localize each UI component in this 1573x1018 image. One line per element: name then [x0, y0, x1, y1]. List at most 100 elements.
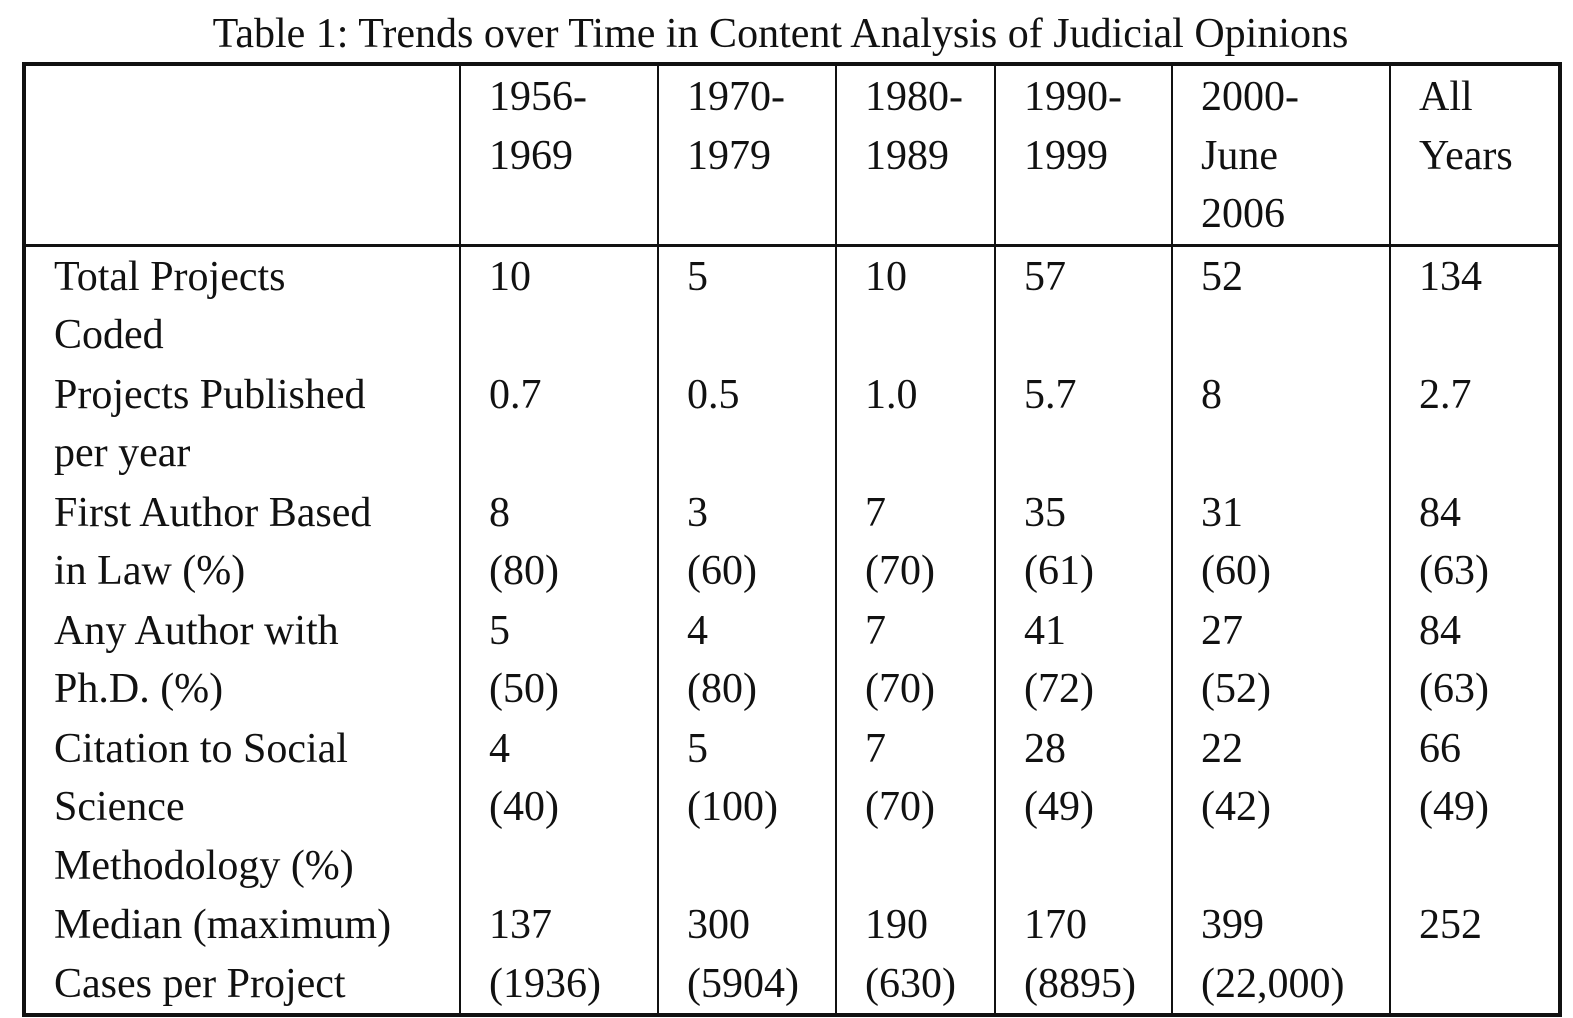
- table-cell: 31 (60): [1171, 482, 1391, 601]
- header-corner-cell: [22, 62, 461, 247]
- cell-line: 5: [687, 725, 708, 772]
- cell-line: (70): [865, 666, 935, 712]
- cell-line: (5904): [687, 960, 799, 1007]
- cell-line: 22: [1201, 725, 1243, 772]
- cell-line: in Law (%): [54, 548, 246, 594]
- table-cell: 27 (52): [1171, 600, 1391, 719]
- table-cell: 35 (61): [994, 482, 1173, 601]
- cell-line: (72): [1024, 666, 1094, 712]
- table-cell: 52: [1171, 245, 1391, 365]
- table-cell: 399 (22,000): [1171, 895, 1391, 1017]
- cell-line: 84: [1419, 489, 1461, 536]
- table-cell: 3 (60): [657, 482, 837, 601]
- table-cell: 8: [1171, 364, 1391, 483]
- cell-line: (61): [1024, 548, 1094, 594]
- table-cell: 190 (630): [835, 895, 996, 1017]
- cell-line: 1980-: [865, 74, 963, 120]
- table-cell: 1.0: [835, 364, 996, 483]
- cell-line: Median (maximum): [54, 902, 392, 948]
- table-cell: 0.5: [657, 364, 837, 483]
- cell-line: All: [1419, 74, 1473, 120]
- cell-line: (70): [865, 784, 935, 830]
- cell-line: (49): [1419, 784, 1489, 830]
- cell-line: (49): [1024, 784, 1094, 830]
- cell-line: Methodology (%): [54, 842, 354, 889]
- cell-line: 170: [1024, 902, 1087, 948]
- cell-line: (60): [687, 548, 757, 594]
- table-row: Projects Published per year 0.7 0.5 1.0 5…: [22, 364, 1562, 483]
- table-cell: 2.7: [1389, 364, 1562, 483]
- table-row: Citation to Social Science Methodology (%)…: [22, 718, 1562, 895]
- row-label: Total Projects Coded: [22, 245, 461, 365]
- cell-line: 8: [1201, 371, 1222, 418]
- cell-line: 1970-: [687, 74, 785, 120]
- cell-line: (63): [1419, 666, 1489, 712]
- column-header: 1990- 1999: [994, 62, 1173, 247]
- cell-line: June: [1201, 132, 1278, 179]
- cell-line: 5.7: [1024, 371, 1077, 418]
- column-header: 1970- 1979: [657, 62, 837, 247]
- cell-line: 2000-: [1201, 74, 1299, 120]
- table-cell: 22 (42): [1171, 718, 1391, 895]
- cell-line: (42): [1201, 784, 1271, 830]
- table-cell: 41 (72): [994, 600, 1173, 719]
- table-cell: 7 (70): [835, 600, 996, 719]
- cell-line: 3: [687, 489, 708, 536]
- cell-line: 52: [1201, 253, 1243, 300]
- table-row: Any Author with Ph.D. (%) 5 (50) 4 (80) 7 (7…: [22, 600, 1562, 719]
- cell-line: 35: [1024, 489, 1066, 536]
- cell-line: (630): [865, 960, 956, 1007]
- table-cell: 28 (49): [994, 718, 1173, 895]
- trends-table: 1956- 1969 1970- 1979 1980- 1989 1990- 1999 …: [22, 62, 1562, 1017]
- cell-line: 0.7: [489, 371, 542, 418]
- column-header: 2000- June 2006: [1171, 62, 1391, 247]
- cell-line: Total Projects: [54, 253, 286, 300]
- cell-line: 1969: [489, 132, 573, 179]
- table-cell: 7 (70): [835, 718, 996, 895]
- table-cell: 5: [657, 245, 837, 365]
- column-header: 1980- 1989: [835, 62, 996, 247]
- table-cell: 10: [459, 245, 659, 365]
- cell-line: (70): [865, 548, 935, 594]
- column-header: 1956- 1969: [459, 62, 659, 247]
- cell-line: per year: [54, 430, 191, 476]
- cell-line: Citation to Social: [54, 725, 348, 772]
- cell-line: 0.5: [687, 371, 740, 418]
- cell-line: 8: [489, 489, 510, 536]
- cell-line: (22,000): [1201, 960, 1345, 1007]
- cell-line: (80): [489, 548, 559, 594]
- cell-line: 5: [489, 607, 510, 654]
- table-cell: 4 (80): [657, 600, 837, 719]
- cell-line: (50): [489, 666, 559, 712]
- table-cell: 4 (40): [459, 718, 659, 895]
- header-row: 1956- 1969 1970- 1979 1980- 1989 1990- 1999 …: [22, 62, 1562, 247]
- table-row: Total Projects Coded 10 5 10 57 52 134: [22, 245, 1562, 365]
- cell-line: 4: [489, 725, 510, 772]
- table-cell: 7 (70): [835, 482, 996, 601]
- cell-line: 399: [1201, 902, 1264, 948]
- cell-line: Science: [54, 784, 185, 830]
- cell-line: Ph.D. (%): [54, 666, 224, 712]
- cell-line: 1999: [1024, 132, 1108, 179]
- cell-line: 41: [1024, 607, 1066, 654]
- row-label: Projects Published per year: [22, 364, 461, 483]
- cell-line: 2006: [1201, 191, 1285, 237]
- cell-line: 57: [1024, 253, 1066, 300]
- cell-line: 1956-: [489, 74, 587, 120]
- table-cell: 137 (1936): [459, 895, 659, 1017]
- cell-line: (8895): [1024, 960, 1136, 1007]
- cell-line: 134: [1419, 253, 1482, 300]
- table-cell: 8 (80): [459, 482, 659, 601]
- cell-line: 84: [1419, 607, 1461, 654]
- table-cell: 84 (63): [1389, 482, 1562, 601]
- table-cell: 5 (100): [657, 718, 837, 895]
- row-label: Any Author with Ph.D. (%): [22, 600, 461, 719]
- cell-line: 300: [687, 902, 750, 948]
- table-cell: 300 (5904): [657, 895, 837, 1017]
- cell-line: Coded: [54, 312, 164, 358]
- cell-line: 1989: [865, 132, 949, 179]
- table-cell: 252: [1389, 895, 1562, 1017]
- cell-line: 28: [1024, 725, 1066, 772]
- cell-line: 10: [489, 253, 531, 300]
- cell-line: 66: [1419, 725, 1461, 772]
